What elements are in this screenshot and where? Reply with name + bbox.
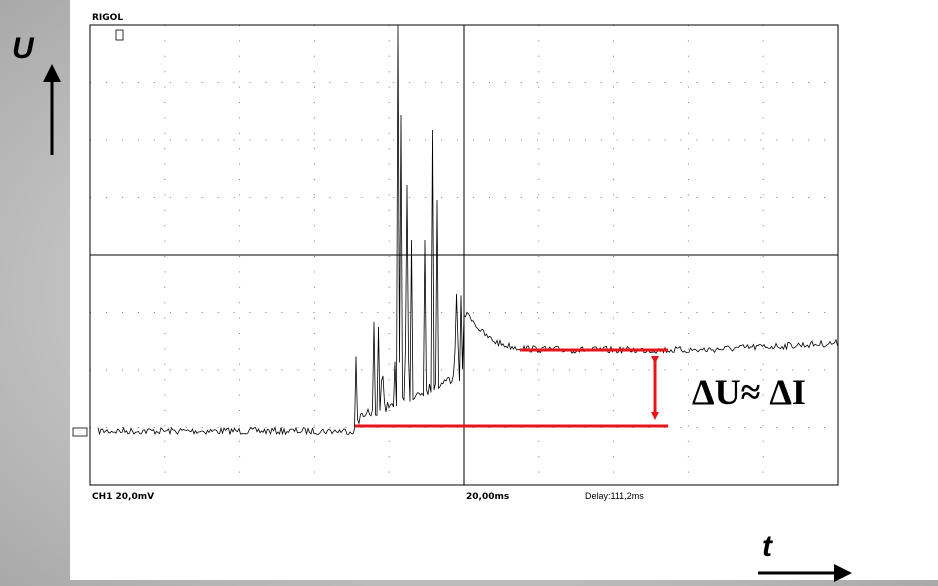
y-label: U: [12, 32, 35, 65]
delay: Delay:111,2ms: [585, 491, 644, 501]
brand: RIGOL: [92, 13, 123, 23]
channel-setting: CH1 20,0mV: [92, 492, 154, 502]
annotation: ΔU≈ ΔI: [692, 372, 806, 412]
slide: RIGOL CH1 20,0mV 20,00ms Delay:111,2ms Δ…: [0, 0, 938, 586]
annotation-clip: ΔU≈ ΔI: [692, 372, 806, 412]
timebase: 20,00ms: [466, 492, 509, 502]
page: RIGOL CH1 20,0mV 20,00ms Delay:111,2ms Δ…: [0, 0, 938, 586]
